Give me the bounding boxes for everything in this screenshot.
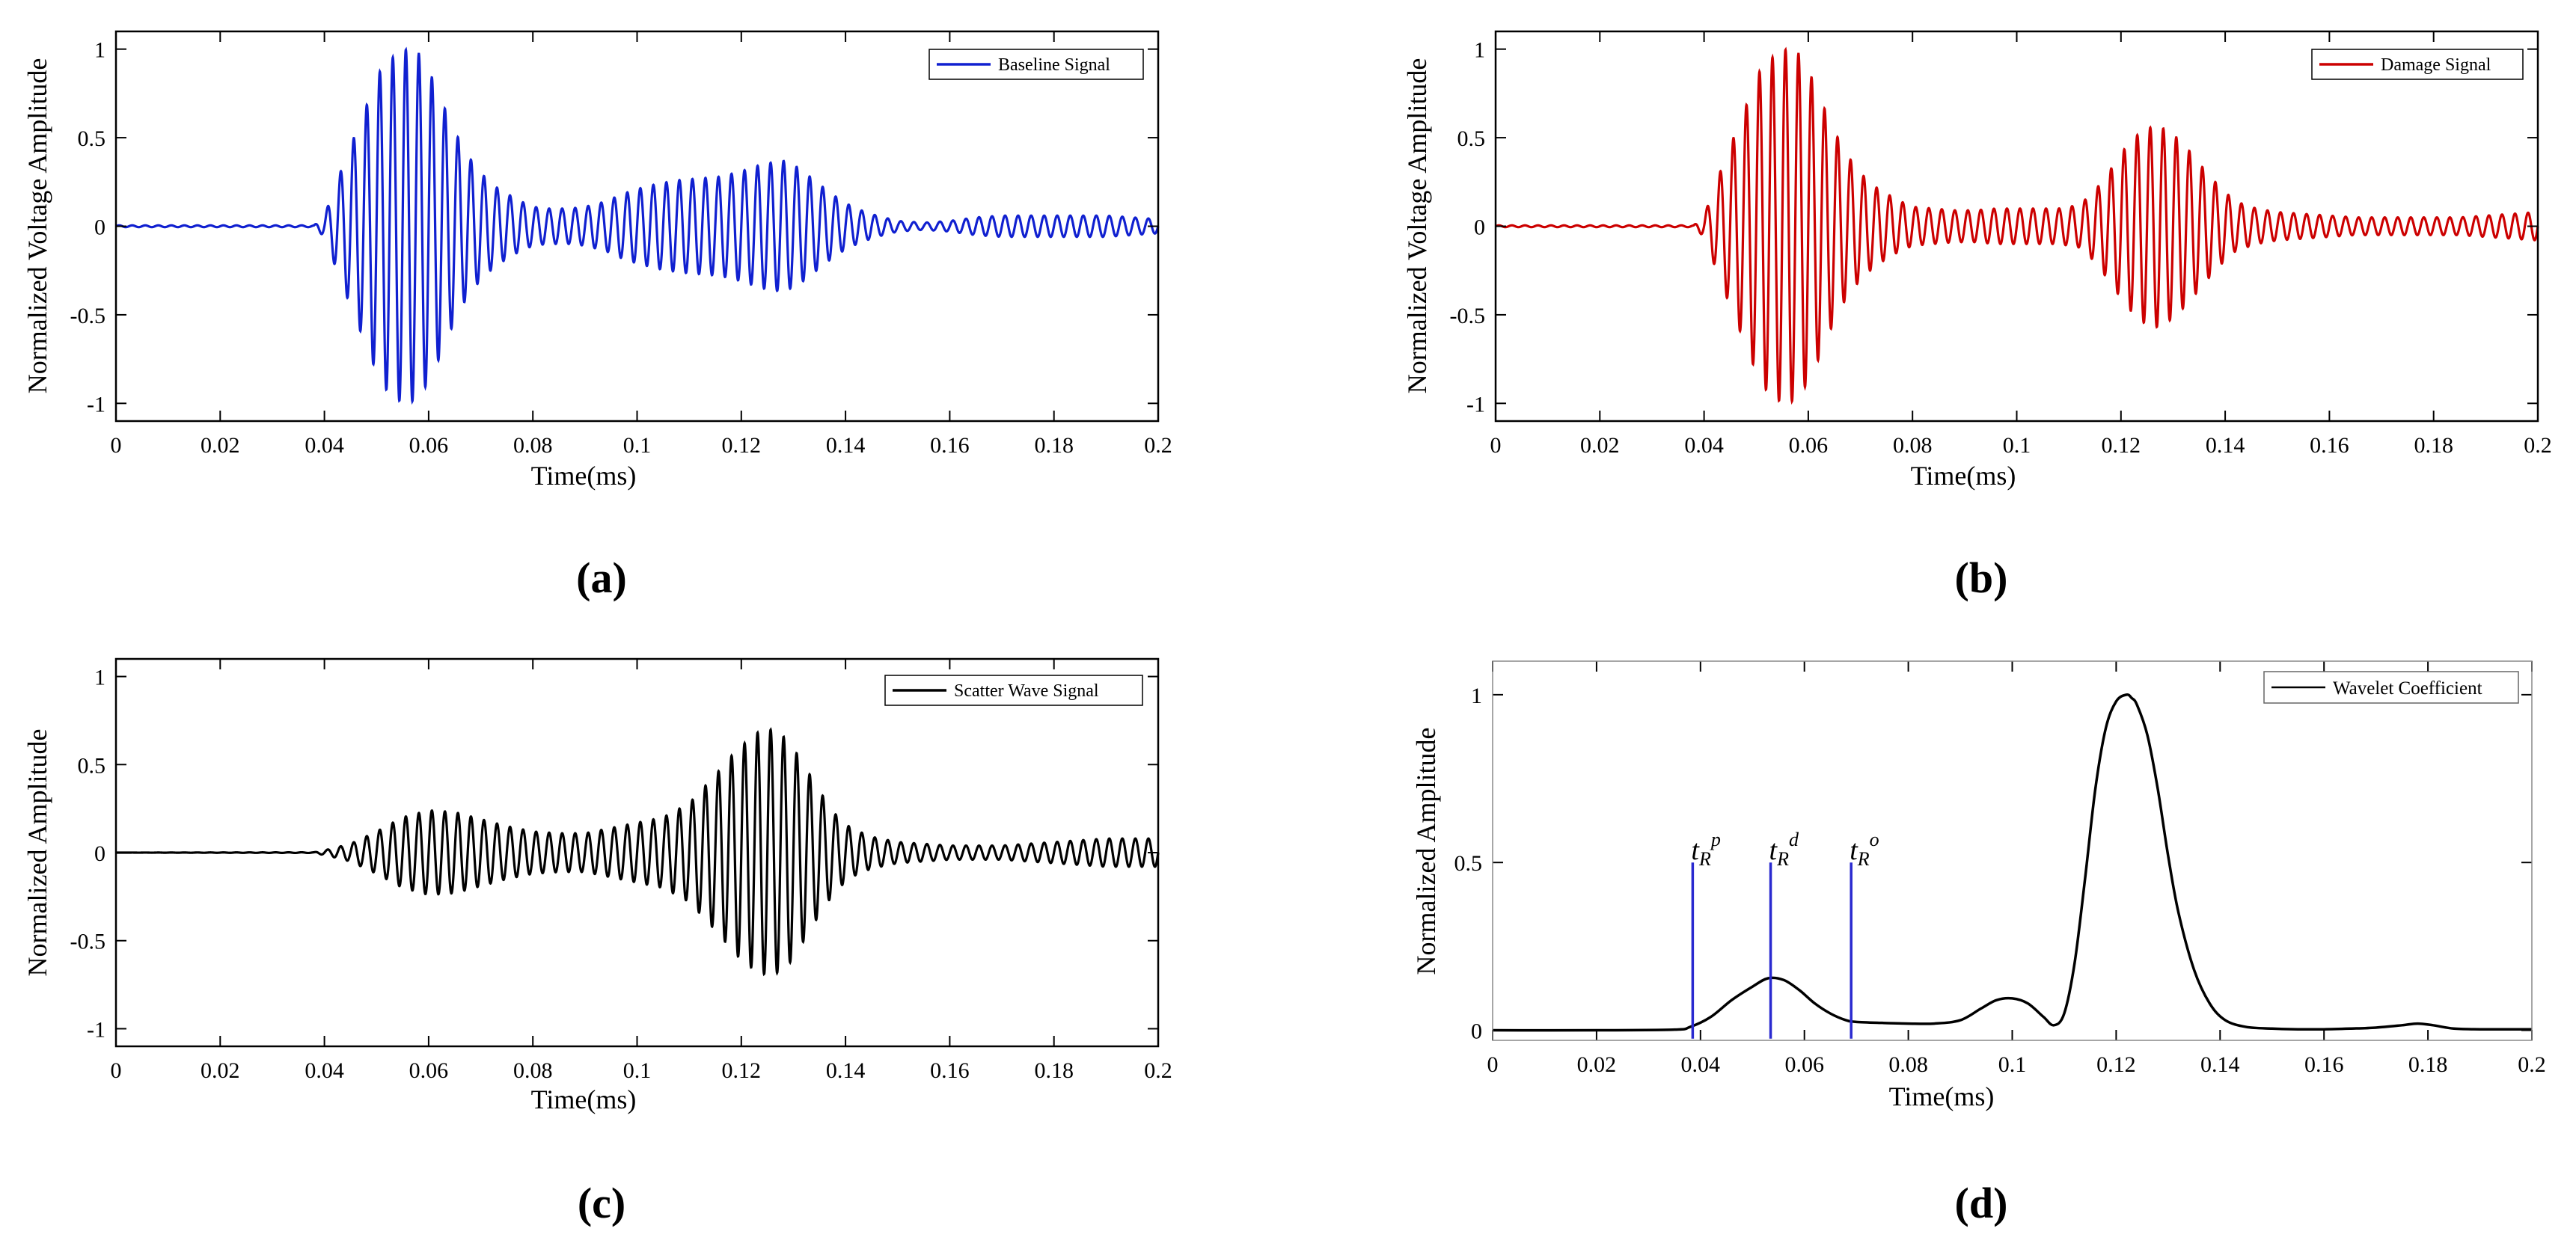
panel-d-xtick-label: 0.1 bbox=[1998, 1052, 2027, 1077]
panel-a-xtick-label: 0.04 bbox=[305, 433, 344, 458]
panel-c-xtick-label: 0 bbox=[111, 1058, 122, 1083]
panel-a-legend: Baseline Signal bbox=[928, 49, 1144, 80]
panel-c-xtick-label: 0.04 bbox=[305, 1058, 344, 1083]
panel-c-ytick-label: 0 bbox=[94, 841, 105, 866]
panel-a-xtick-label: 0 bbox=[111, 433, 122, 458]
panel-b-xtick-label: 0.2 bbox=[2524, 433, 2552, 458]
panel-d-ytick-label: 1 bbox=[1471, 684, 1482, 708]
panel-c-ytick-label: 1 bbox=[94, 666, 105, 690]
panel-c-xtick-label: 0.2 bbox=[1144, 1058, 1172, 1083]
panel-c-ytick-label: 0.5 bbox=[78, 753, 106, 778]
panel-b-ytick-label: 1 bbox=[1474, 38, 1485, 63]
panel-b-xtick-label: 0.06 bbox=[1789, 433, 1829, 458]
panel-b-axes-frame bbox=[1494, 30, 2539, 423]
panel-d: tRp tRd tRo 1 0.5 0 0 0.02 0.04 0.06 0.08 0.1 0.12… bbox=[1411, 660, 2546, 1227]
panel-b-ytick-label: -0.5 bbox=[1450, 304, 1486, 328]
panel-b-signal-line bbox=[1495, 46, 2539, 405]
panel-b-xtick-label: 0.02 bbox=[1580, 433, 1620, 458]
panel-b-legend-label: Damage Signal bbox=[2381, 55, 2491, 75]
panel-a-xtick-label: 0.06 bbox=[409, 433, 449, 458]
panel-c-xtick-label: 0.14 bbox=[826, 1058, 866, 1083]
panel-b-xtick-label: 0.08 bbox=[1893, 433, 1933, 458]
panel-a-ytick-label: -0.5 bbox=[70, 304, 106, 328]
panel-d-xtick-label: 0.06 bbox=[1784, 1052, 1824, 1077]
panel-c-xtick-label: 0.12 bbox=[722, 1058, 762, 1083]
panel-a-caption: (a) bbox=[576, 553, 627, 602]
panel-d-ytick-label: 0 bbox=[1471, 1019, 1482, 1044]
panel-d-xtick-label: 0.14 bbox=[2200, 1052, 2240, 1077]
panel-d-xtick-label: 0.12 bbox=[2096, 1052, 2136, 1077]
panel-b-xtick-label: 0.14 bbox=[2206, 433, 2245, 458]
panel-d-xtick-label: 0.04 bbox=[1681, 1052, 1721, 1077]
panel-a-xtick-label: 0.12 bbox=[722, 433, 762, 458]
panel-d-ytick-label: 0.5 bbox=[1454, 851, 1483, 876]
panel-d-xtick-label: 0.2 bbox=[2518, 1052, 2546, 1077]
panel-c-axes-frame bbox=[114, 657, 1160, 1048]
panel-a: 1 0.5 0 -0.5 -1 0 0.02 0.04 0.06 0.08 0.1 0.12 0.14… bbox=[22, 30, 1172, 602]
panel-a-xtick-label: 0.1 bbox=[623, 433, 652, 458]
panel-a-legend-label: Baseline Signal bbox=[998, 55, 1110, 75]
panel-d-caption: (d) bbox=[1955, 1179, 2008, 1227]
panel-b: 1 0.5 0 -0.5 -1 0 0.02 0.04 0.06 0.08 0.1 0.12 0.14… bbox=[1402, 30, 2552, 602]
panel-d-xtick-label: 0.02 bbox=[1577, 1052, 1617, 1077]
panel-c-caption: (c) bbox=[578, 1179, 625, 1227]
panel-a-ytick-label: 0.5 bbox=[78, 126, 106, 151]
panel-d-xtick-label: 0.16 bbox=[2304, 1052, 2344, 1077]
panel-a-xtick-label: 0.14 bbox=[826, 433, 866, 458]
panel-d-xtick-label: 0.08 bbox=[1888, 1052, 1928, 1077]
panel-c: 1 0.5 0 -0.5 -1 0 0.02 0.04 0.06 0.08 0.1 0.12 0.14… bbox=[22, 657, 1172, 1227]
panel-a-signal-line bbox=[115, 46, 1160, 405]
panel-d-axes-frame bbox=[1492, 660, 2533, 1041]
panel-b-xtick-label: 0.12 bbox=[2102, 433, 2141, 458]
panel-b-xlabel: Time(ms) bbox=[1911, 461, 2016, 491]
panel-c-xlabel: Time(ms) bbox=[531, 1084, 637, 1114]
panel-d-marker-label-o: tRo bbox=[1850, 829, 1879, 870]
panel-c-xtick-label: 0.02 bbox=[201, 1058, 240, 1083]
panel-c-signal-line bbox=[116, 727, 1160, 977]
panel-a-ytick-label: -1 bbox=[87, 392, 105, 417]
panel-d-ylabel: Normalized Amplitude bbox=[1411, 728, 1441, 975]
panel-c-xtick-label: 0.18 bbox=[1034, 1058, 1074, 1083]
panel-c-ytick-label: -0.5 bbox=[70, 930, 106, 954]
panel-d-legend: Wavelet Coefficient bbox=[2263, 671, 2519, 704]
panel-d-marker-label-d: tRd bbox=[1769, 829, 1799, 870]
panel-a-xtick-label: 0.2 bbox=[1144, 433, 1172, 458]
panel-a-xtick-label: 0.08 bbox=[513, 433, 553, 458]
panel-a-axes-frame bbox=[114, 30, 1160, 423]
panel-d-xtick-label: 0 bbox=[1487, 1052, 1499, 1077]
panel-c-legend-label: Scatter Wave Signal bbox=[954, 681, 1099, 701]
panel-d-xtick-label: 0.18 bbox=[2408, 1052, 2448, 1077]
panel-a-ytick-label: 0 bbox=[94, 215, 105, 240]
panel-c-ylabel: Normalized Amplitude bbox=[22, 729, 52, 977]
panel-a-xtick-label: 0.02 bbox=[201, 433, 240, 458]
panel-c-xtick-label: 0.1 bbox=[623, 1058, 652, 1083]
panel-a-xlabel: Time(ms) bbox=[531, 461, 637, 491]
panel-c-ytick-label: -1 bbox=[87, 1017, 105, 1042]
panel-b-ytick-label: 0 bbox=[1474, 215, 1485, 240]
panel-a-xtick-label: 0.16 bbox=[930, 433, 970, 458]
panel-c-xtick-label: 0.08 bbox=[513, 1058, 553, 1083]
panel-c-xtick-label: 0.16 bbox=[930, 1058, 970, 1083]
panel-a-ytick-label: 1 bbox=[94, 38, 105, 63]
panel-b-ytick-label: -1 bbox=[1466, 392, 1485, 417]
panel-c-xtick-label: 0.06 bbox=[409, 1058, 449, 1083]
panel-d-marker-label-p: tRp bbox=[1691, 829, 1720, 870]
panel-b-xtick-label: 0.18 bbox=[2414, 433, 2453, 458]
panel-d-legend-label: Wavelet Coefficient bbox=[2333, 678, 2482, 699]
panel-b-ytick-label: 0.5 bbox=[1457, 126, 1486, 151]
panel-d-xlabel: Time(ms) bbox=[1889, 1081, 1995, 1111]
panel-b-xtick-label: 0.04 bbox=[1684, 433, 1724, 458]
panel-d-wavelet-line bbox=[1492, 693, 2532, 1032]
panel-b-ylabel: Normalized Voltage Amplitude bbox=[1402, 58, 1432, 394]
panel-c-legend: Scatter Wave Signal bbox=[884, 675, 1143, 706]
panel-b-xtick-label: 0 bbox=[1490, 433, 1502, 458]
panel-a-xtick-label: 0.18 bbox=[1034, 433, 1074, 458]
panel-b-legend: Damage Signal bbox=[2311, 49, 2524, 80]
panel-a-ylabel: Normalized Voltage Amplitude bbox=[22, 58, 52, 394]
panel-b-xtick-label: 0.1 bbox=[2003, 433, 2031, 458]
panel-b-xtick-label: 0.16 bbox=[2310, 433, 2349, 458]
panel-b-caption: (b) bbox=[1955, 553, 2008, 602]
